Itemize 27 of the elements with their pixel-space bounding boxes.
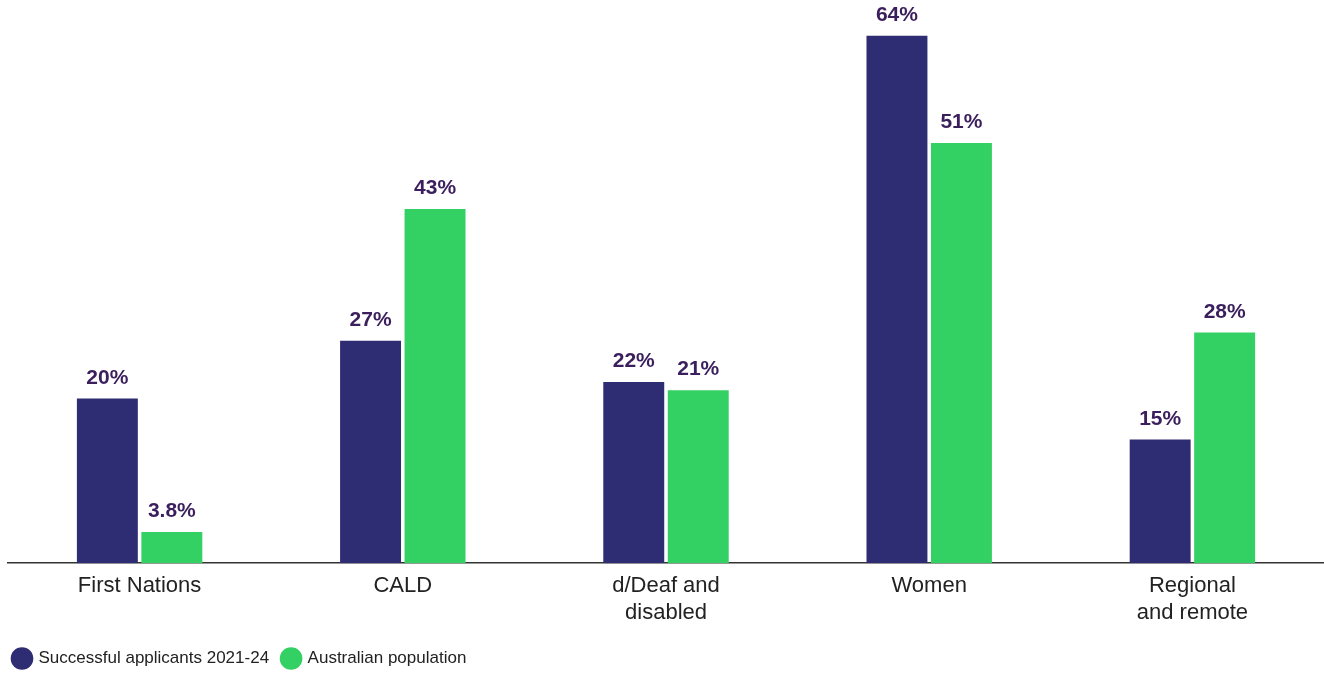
bar xyxy=(1194,332,1256,564)
data-label: 20% xyxy=(86,364,129,388)
bar xyxy=(603,381,665,564)
data-label: 28% xyxy=(1203,298,1246,322)
bar xyxy=(141,531,203,564)
bar xyxy=(930,142,992,564)
data-label: 15% xyxy=(1139,405,1182,429)
bar xyxy=(76,398,138,564)
x-tick-label: Women xyxy=(891,572,967,598)
x-tick-label: CALD xyxy=(373,572,433,598)
bar xyxy=(1129,439,1191,564)
bar xyxy=(404,208,466,564)
bar xyxy=(667,390,729,564)
data-label: 21% xyxy=(677,356,720,380)
data-label: 3.8% xyxy=(147,498,197,522)
x-tick-label: First Nations xyxy=(77,572,202,598)
data-label: 51% xyxy=(940,109,983,133)
data-label: 43% xyxy=(414,175,457,199)
legend-label: Successful applicants 2021-24 xyxy=(38,648,270,668)
x-tick-label: d/Deaf and disabled xyxy=(612,572,720,624)
x-tick-label: Regional and remote xyxy=(1136,572,1249,624)
bar xyxy=(340,340,402,564)
data-label: 22% xyxy=(612,348,656,372)
data-label: 27% xyxy=(349,307,392,331)
data-label: 64% xyxy=(875,2,919,26)
legend-label: Australian population xyxy=(307,648,467,668)
bar xyxy=(866,35,928,564)
